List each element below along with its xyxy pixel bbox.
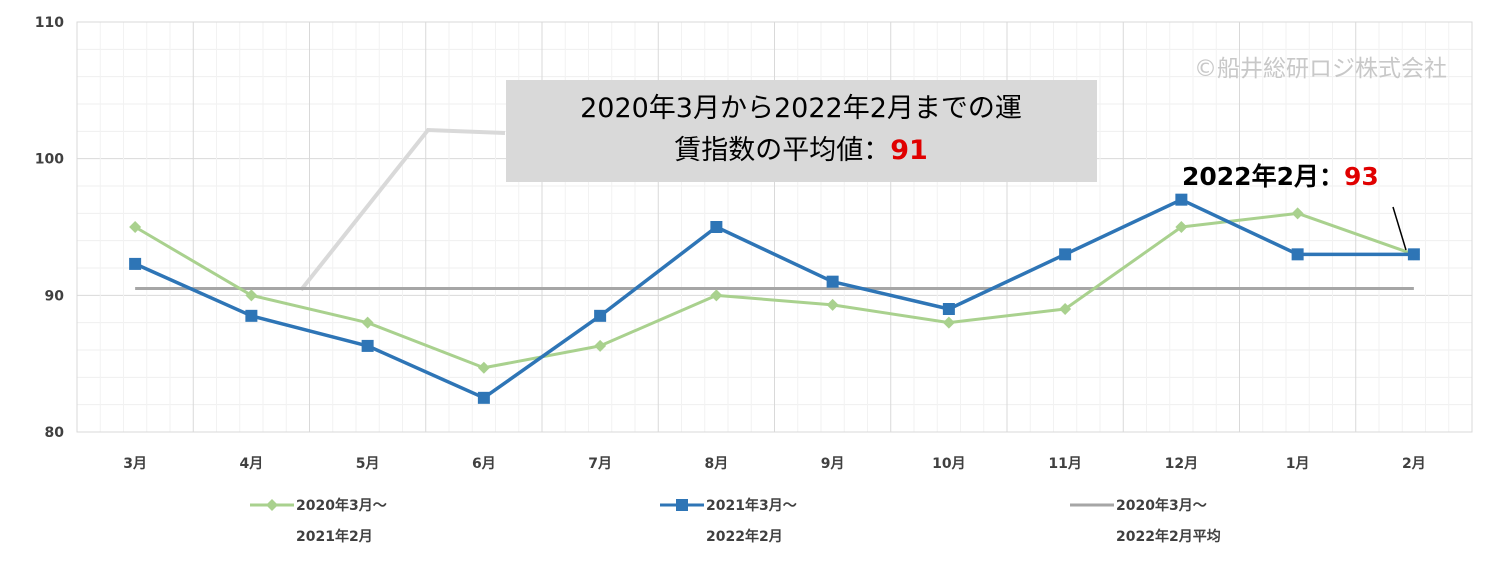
data-point-diamond xyxy=(245,289,258,302)
data-point-square xyxy=(1059,248,1072,261)
legend-marker-diamond xyxy=(266,499,278,511)
x-tick-label: 11月 xyxy=(1048,456,1081,472)
x-tick-label: 5月 xyxy=(356,456,380,472)
x-tick-label: 2月 xyxy=(1402,456,1426,472)
plot-area-border xyxy=(76,21,1473,433)
callout-line2: 賃指数の平均値：91 xyxy=(674,135,928,166)
y-tick-label: 100 xyxy=(35,152,64,168)
data-point-square xyxy=(710,221,723,233)
legend-marker-square xyxy=(676,499,688,511)
x-tick-label: 12月 xyxy=(1165,456,1198,472)
legend-label-line2: 2021年2月 xyxy=(296,528,373,545)
y-tick-label: 90 xyxy=(45,288,65,304)
y-axis-ticks: 80 90 100 110 xyxy=(35,15,64,441)
annotation-prefix: 2022年2月： xyxy=(1182,162,1344,191)
callout-leader-line xyxy=(299,127,506,292)
data-point-diamond xyxy=(942,316,955,329)
callout-line1: 2020年3月から2022年2月までの運 xyxy=(580,93,1022,124)
series-line xyxy=(134,197,1414,400)
data-point-square xyxy=(361,339,374,352)
legend-label-line1: 2021年3月～ xyxy=(706,497,797,514)
y-tick-label: 110 xyxy=(35,15,64,31)
legend-label-line2: 2022年2月平均 xyxy=(1116,528,1221,545)
callout-line2-prefix: 賃指数の平均値： xyxy=(674,135,890,166)
legend-label-line2: 2022年2月 xyxy=(706,528,783,545)
annotation-leader-line xyxy=(1392,206,1407,251)
x-tick-label: 10月 xyxy=(932,456,965,472)
data-point-square xyxy=(129,257,142,270)
legend: 2020年3月～2021年2月2021年3月～2022年2月2020年3月～20… xyxy=(250,497,1221,545)
series-line xyxy=(134,211,1415,370)
data-point-square xyxy=(1175,193,1188,206)
legend-label-line1: 2020年3月～ xyxy=(296,497,387,514)
data-point-square xyxy=(826,275,839,288)
data-point-square xyxy=(1291,248,1304,261)
legend-item-3: 2020年3月～ 2022年2月平均 xyxy=(1070,497,1221,545)
data-point-diamond xyxy=(826,298,839,311)
watermark-text: ©船井総研ロジ株式会社 xyxy=(1194,56,1447,82)
callout-box xyxy=(506,80,1097,182)
legend-item-1: 2020年3月～ 2021年2月 xyxy=(250,497,387,545)
legend-label-line1: 2020年3月～ xyxy=(1116,497,1207,514)
data-point-diamond xyxy=(594,339,607,352)
data-point-square xyxy=(245,309,258,322)
data-point-diamond xyxy=(477,361,490,374)
x-tick-label: 6月 xyxy=(472,456,496,472)
x-tick-label: 4月 xyxy=(240,456,264,472)
annotation-value: 93 xyxy=(1344,162,1379,191)
last-point-annotation: 2022年2月：93 xyxy=(1182,162,1407,251)
data-point-square xyxy=(1407,248,1420,261)
data-point-diamond xyxy=(361,316,374,329)
x-tick-label: 3月 xyxy=(123,456,147,472)
x-axis-ticks: 3月 4月 5月 6月 7月 8月 9月 10月 11月 12月 1月 2月 xyxy=(123,456,1426,472)
x-tick-label: 9月 xyxy=(821,456,845,472)
x-tick-label: 1月 xyxy=(1286,456,1310,472)
data-point-diamond xyxy=(710,289,723,302)
data-point-diamond xyxy=(1291,207,1304,220)
x-tick-label: 8月 xyxy=(705,456,729,472)
data-point-diamond xyxy=(1175,221,1188,233)
callout-average-value: 91 xyxy=(890,135,928,166)
average-callout: 2020年3月から2022年2月までの運 賃指数の平均値：91 xyxy=(506,80,1097,182)
data-point-diamond xyxy=(129,221,142,233)
legend-item-2: 2021年3月～ 2022年2月 xyxy=(660,497,797,545)
data-point-diamond xyxy=(1059,303,1072,315)
data-point-square xyxy=(594,309,607,322)
data-point-square xyxy=(942,303,955,315)
series-2 xyxy=(129,193,1420,404)
y-tick-label: 80 xyxy=(45,425,65,441)
x-tick-label: 7月 xyxy=(588,456,612,472)
annotation-label: 2022年2月：93 xyxy=(1182,162,1379,191)
data-point-square xyxy=(477,391,490,404)
series-lines xyxy=(129,193,1420,404)
